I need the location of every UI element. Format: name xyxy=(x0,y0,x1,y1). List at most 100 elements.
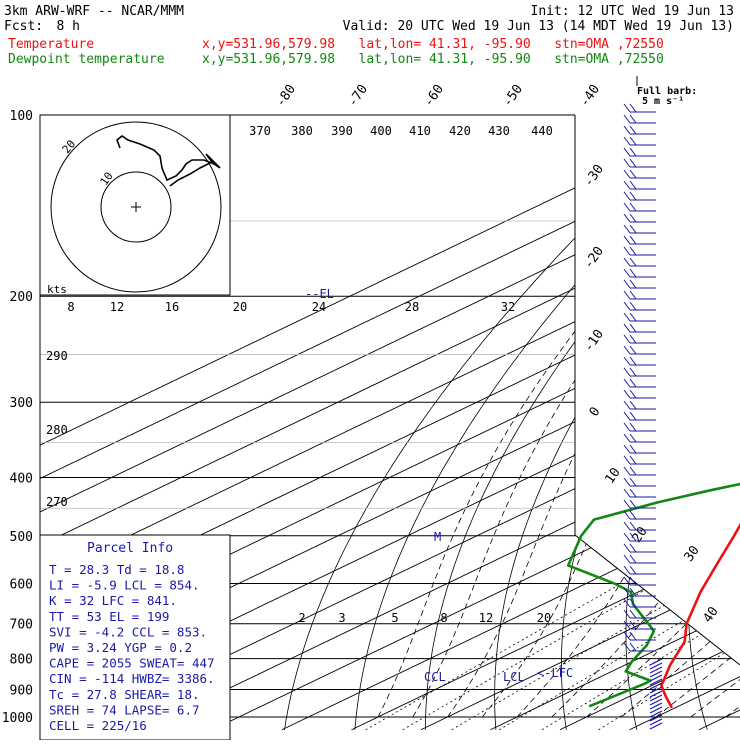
wind-barb xyxy=(624,412,630,420)
wind-barb xyxy=(630,632,636,640)
wind-barb xyxy=(624,566,630,574)
pressure-tick-label: 100 xyxy=(10,109,33,124)
temperature-curve xyxy=(661,115,740,708)
wind-barb xyxy=(630,236,636,244)
wind-barb xyxy=(630,269,636,277)
wind-barb xyxy=(624,280,630,288)
wind-barb xyxy=(624,148,630,156)
mixing-ratio-label: 32 xyxy=(501,300,515,314)
wind-barb xyxy=(624,126,630,134)
pressure-tick-label: 300 xyxy=(10,396,33,411)
wind-barb xyxy=(630,456,636,464)
wind-barb xyxy=(630,401,636,409)
wind-barb xyxy=(624,159,630,167)
mixing-ratio-label: 20 xyxy=(233,300,247,314)
wind-barb xyxy=(630,434,636,442)
wind-barb xyxy=(624,236,630,244)
hodograph-inset: 10 20 xyxy=(40,115,230,295)
mixing-ratio-label: 8 xyxy=(440,611,447,625)
parcel-info-row: SREH = 74 LAPSE= 6.7 xyxy=(49,702,200,717)
wind-barb xyxy=(630,445,636,453)
theta-label: 440 xyxy=(531,124,553,138)
pressure-tick-label: 900 xyxy=(10,683,33,698)
wind-barb xyxy=(630,368,636,376)
mixing-ratio-label: 28 xyxy=(405,300,419,314)
moist-adiabat xyxy=(448,296,671,717)
wind-barb xyxy=(630,258,636,266)
parcel-info-row: LI = -5.9 LCL = 854. xyxy=(49,578,200,593)
wind-barb xyxy=(624,291,630,299)
mixing-ratio-label: 5 xyxy=(391,611,398,625)
wind-barb xyxy=(624,258,630,266)
theta-label: 390 xyxy=(331,124,353,138)
dry-adiabat xyxy=(425,115,740,730)
wind-barb xyxy=(624,423,630,431)
wind-barb xyxy=(630,467,636,475)
wind-barb xyxy=(624,632,630,640)
parcel-info-row: PW = 3.24 YGP = 0.2 xyxy=(49,640,192,655)
wind-barb xyxy=(630,511,636,519)
parcel-info-row: CELL = 225/16 xyxy=(49,718,147,733)
wind-barb xyxy=(624,324,630,332)
isotherm-label: -50 xyxy=(500,82,526,110)
pressure-tick-label: 800 xyxy=(10,653,33,668)
isotherm-label: -40 xyxy=(577,82,603,110)
isotherm-label: 30 xyxy=(681,543,702,564)
wind-barbs xyxy=(624,104,662,729)
pressure-tick-label: 600 xyxy=(10,577,33,592)
isotherm-line xyxy=(282,115,740,730)
wind-barb xyxy=(624,104,630,112)
wind-barb xyxy=(624,203,630,211)
isotherm-label: 0 xyxy=(587,404,604,419)
wind-barb xyxy=(630,522,636,530)
wind-barb xyxy=(630,390,636,398)
parcel-info-row: TT = 53 EL = 199 xyxy=(49,609,169,624)
wind-barb xyxy=(630,324,636,332)
wind-barb xyxy=(624,302,630,310)
isotherm-line xyxy=(490,115,740,730)
wind-barb xyxy=(630,137,636,145)
wind-barb xyxy=(624,445,630,453)
wind-barb xyxy=(624,181,630,189)
pressure-tick-label: 700 xyxy=(10,618,33,633)
wind-barb xyxy=(624,192,630,200)
isotherm-label: -30 xyxy=(581,162,607,190)
wind-barb xyxy=(624,544,630,552)
theta-label: 420 xyxy=(449,124,471,138)
moist-adiabat xyxy=(378,296,602,717)
right-diagonal-edge xyxy=(575,535,740,665)
wind-barb xyxy=(624,390,630,398)
ccl-label: CCL xyxy=(424,670,446,684)
wind-barb xyxy=(630,302,636,310)
wind-barb xyxy=(624,434,630,442)
mixing-ratio-label: 16 xyxy=(165,300,179,314)
wind-barb xyxy=(630,335,636,343)
parcel-info-row: CAPE = 2055 SWEAT= 447 xyxy=(49,656,215,671)
wind-barb xyxy=(624,214,630,222)
fcst-value: 8 h xyxy=(57,19,80,34)
model-title: 3km ARW-WRF -- NCAR/MMM xyxy=(4,4,184,19)
mixing-ratio-label: 12 xyxy=(110,300,124,314)
parcel-info-row: K = 32 LFC = 841. xyxy=(49,593,177,608)
wind-barb xyxy=(624,357,630,365)
mixing-ratio-label: 24 xyxy=(312,300,326,314)
pressure-tick-label: 400 xyxy=(10,471,33,486)
wind-barb xyxy=(624,401,630,409)
wind-barb xyxy=(630,379,636,387)
isotherm-label: 40 xyxy=(700,604,721,625)
barb-legend-line2: 5 m s⁻¹ xyxy=(642,96,684,107)
theta-label: 400 xyxy=(370,124,392,138)
lcl-label: LCL xyxy=(503,670,525,684)
dewpoint-legend-info: x,y=531.96,579.98 lat,lon= 41.31, -95.90… xyxy=(202,52,664,67)
moist-adiabat xyxy=(656,296,740,717)
parcel-info-row: SVI = -4.2 CCL = 853. xyxy=(49,624,207,639)
m-label: M xyxy=(434,530,441,544)
wind-barb xyxy=(624,225,630,233)
parcel-info-panel: Parcel Info T = 28.3 Td = 18.8LI = -5.9 … xyxy=(40,535,230,740)
dry-adiabat xyxy=(495,115,740,730)
wind-barb xyxy=(630,148,636,156)
wind-barb xyxy=(624,247,630,255)
wind-barb xyxy=(630,115,636,123)
wind-barb xyxy=(624,115,630,123)
